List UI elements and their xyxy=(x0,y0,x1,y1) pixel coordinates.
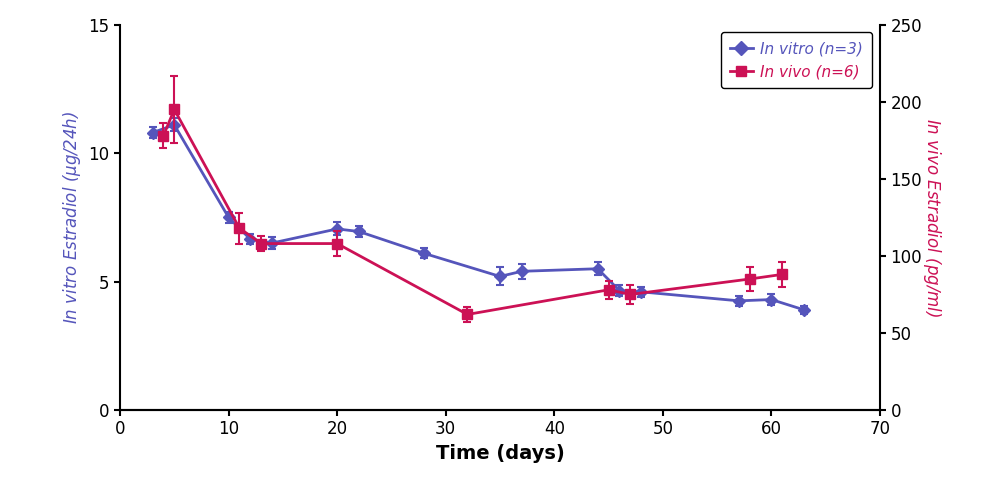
Legend: In vitro (n=3), In vivo (n=6): In vitro (n=3), In vivo (n=6) xyxy=(721,32,872,88)
Y-axis label: $\it{In\ vivo}$ Estradiol (pg/ml): $\it{In\ vivo}$ Estradiol (pg/ml) xyxy=(921,118,943,317)
X-axis label: Time (days): Time (days) xyxy=(436,444,564,463)
Y-axis label: $\it{In\ vitro}$ Estradiol (μg/24h): $\it{In\ vitro}$ Estradiol (μg/24h) xyxy=(61,111,83,324)
